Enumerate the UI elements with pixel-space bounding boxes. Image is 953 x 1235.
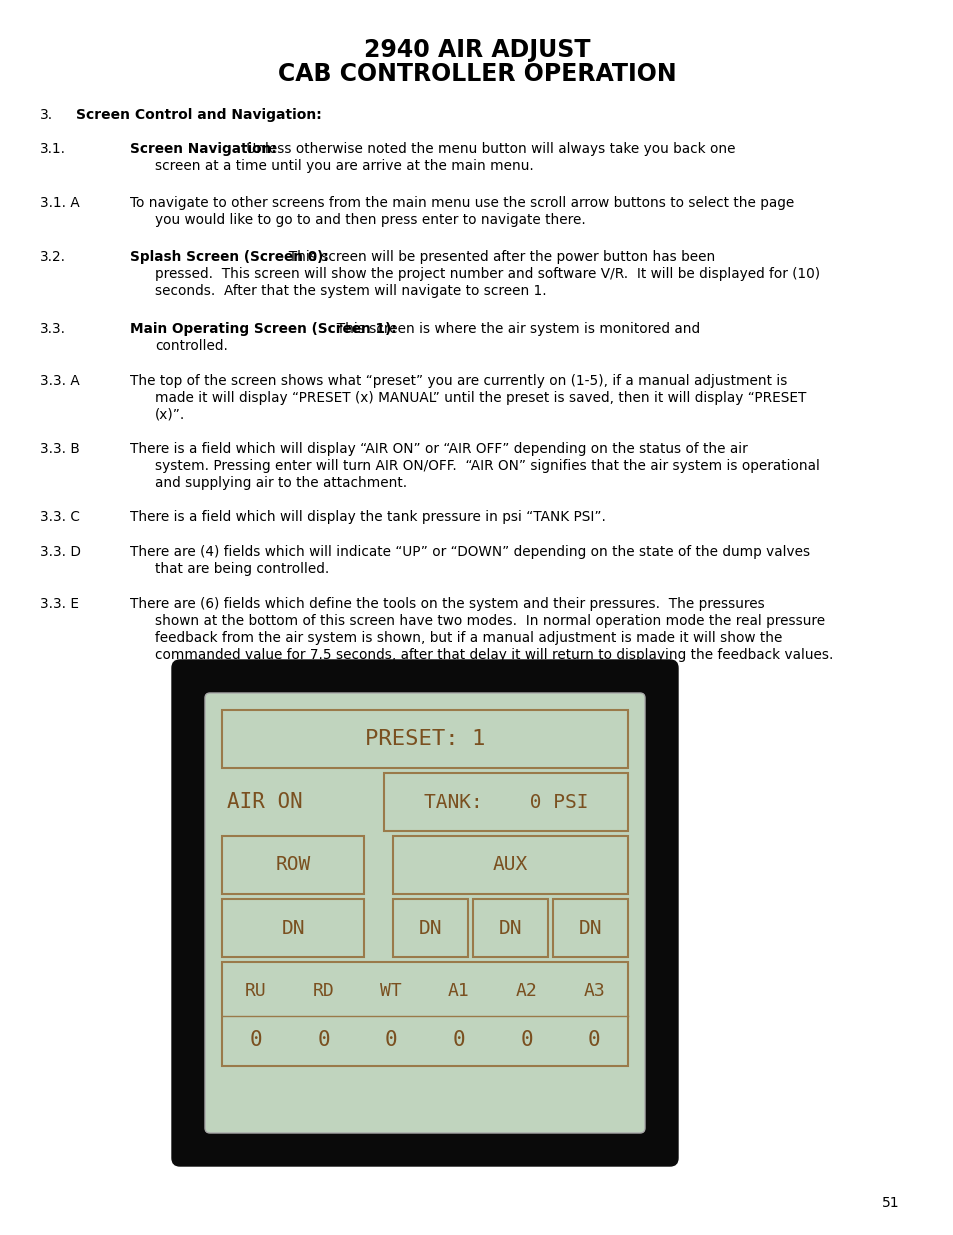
Text: There are (4) fields which will indicate “UP” or “DOWN” depending on the state o: There are (4) fields which will indicate… (130, 545, 809, 559)
Bar (472, 899, 547, 957)
Text: that are being controlled.: that are being controlled. (154, 562, 329, 576)
Text: 0: 0 (384, 1030, 397, 1050)
Text: 3.3. E: 3.3. E (40, 597, 79, 611)
Text: 3.1. A: 3.1. A (40, 196, 80, 210)
Bar (552, 899, 627, 957)
Bar (222, 899, 364, 957)
Text: 0: 0 (316, 1030, 330, 1050)
Text: Splash Screen (Screen 0):: Splash Screen (Screen 0): (130, 249, 328, 264)
FancyBboxPatch shape (172, 659, 678, 1166)
Text: and supplying air to the attachment.: and supplying air to the attachment. (154, 475, 407, 490)
Text: 3.3. C: 3.3. C (40, 510, 80, 524)
Text: This screen is where the air system is monitored and: This screen is where the air system is m… (328, 322, 700, 336)
Text: DN: DN (498, 919, 521, 937)
Bar (392, 899, 467, 957)
Bar (222, 962, 627, 1066)
Text: A3: A3 (582, 982, 604, 1000)
Text: There is a field which will display the tank pressure in psi “TANK PSI”.: There is a field which will display the … (130, 510, 605, 524)
Text: RU: RU (245, 982, 267, 1000)
Text: PRESET: 1: PRESET: 1 (364, 729, 485, 748)
Text: A2: A2 (515, 982, 537, 1000)
Text: 3.3.: 3.3. (40, 322, 66, 336)
Text: WT: WT (380, 982, 401, 1000)
Text: There is a field which will display “AIR ON” or “AIR OFF” depending on the statu: There is a field which will display “AIR… (130, 442, 747, 456)
Text: CAB CONTROLLER OPERATION: CAB CONTROLLER OPERATION (277, 62, 676, 86)
FancyBboxPatch shape (205, 693, 644, 1132)
Text: (x)”.: (x)”. (154, 408, 185, 422)
Text: feedback from the air system is shown, but if a manual adjustment is made it wil: feedback from the air system is shown, b… (154, 631, 781, 645)
Text: 2940 AIR ADJUST: 2940 AIR ADJUST (363, 38, 590, 62)
Text: commanded value for 7.5 seconds, after that delay it will return to displaying t: commanded value for 7.5 seconds, after t… (154, 648, 833, 662)
Text: DN: DN (418, 919, 441, 937)
Text: Unless otherwise noted the menu button will always take you back one: Unless otherwise noted the menu button w… (241, 142, 735, 156)
Text: DN: DN (578, 919, 601, 937)
Text: 3.1.: 3.1. (40, 142, 66, 156)
Text: 3.3. D: 3.3. D (40, 545, 81, 559)
Text: 3.3. B: 3.3. B (40, 442, 80, 456)
Text: Screen Navigation:: Screen Navigation: (130, 142, 276, 156)
Text: pressed.  This screen will show the project number and software V/R.  It will be: pressed. This screen will show the proje… (154, 267, 820, 282)
Text: AIR ON: AIR ON (227, 792, 302, 811)
Bar (392, 836, 627, 894)
Text: ROW: ROW (275, 856, 311, 874)
Text: 51: 51 (882, 1195, 899, 1210)
Text: DN: DN (281, 919, 304, 937)
Text: AUX: AUX (492, 856, 527, 874)
Text: There are (6) fields which define the tools on the system and their pressures.  : There are (6) fields which define the to… (130, 597, 764, 611)
Text: Screen Control and Navigation:: Screen Control and Navigation: (76, 107, 321, 122)
Text: RD: RD (313, 982, 334, 1000)
Text: screen at a time until you are arrive at the main menu.: screen at a time until you are arrive at… (154, 159, 533, 173)
Text: you would like to go to and then press enter to navigate there.: you would like to go to and then press e… (154, 212, 585, 227)
Bar (384, 773, 627, 831)
Text: TANK:    0 PSI: TANK: 0 PSI (423, 793, 588, 811)
Text: Main Operating Screen (Screen 1):: Main Operating Screen (Screen 1): (130, 322, 396, 336)
Text: The top of the screen shows what “preset” you are currently on (1-5), if a manua: The top of the screen shows what “preset… (130, 374, 786, 388)
Text: To navigate to other screens from the main menu use the scroll arrow buttons to : To navigate to other screens from the ma… (130, 196, 794, 210)
Text: 0: 0 (452, 1030, 465, 1050)
Text: 0: 0 (587, 1030, 599, 1050)
Text: made it will display “PRESET (x) MANUAL” until the preset is saved, then it will: made it will display “PRESET (x) MANUAL”… (154, 391, 805, 405)
Text: 3.2.: 3.2. (40, 249, 66, 264)
Text: A1: A1 (448, 982, 469, 1000)
Text: 3.: 3. (40, 107, 53, 122)
Text: controlled.: controlled. (154, 338, 228, 353)
Text: shown at the bottom of this screen have two modes.  In normal operation mode the: shown at the bottom of this screen have … (154, 614, 824, 629)
Bar (222, 710, 627, 768)
Bar (222, 836, 364, 894)
Text: 0: 0 (250, 1030, 262, 1050)
Text: system. Pressing enter will turn AIR ON/OFF.  “AIR ON” signifies that the air sy: system. Pressing enter will turn AIR ON/… (154, 459, 819, 473)
Text: 3.3. A: 3.3. A (40, 374, 80, 388)
Text: seconds.  After that the system will navigate to screen 1.: seconds. After that the system will navi… (154, 284, 546, 298)
Text: 0: 0 (519, 1030, 533, 1050)
Text: This screen will be presented after the power button has been: This screen will be presented after the … (280, 249, 715, 264)
